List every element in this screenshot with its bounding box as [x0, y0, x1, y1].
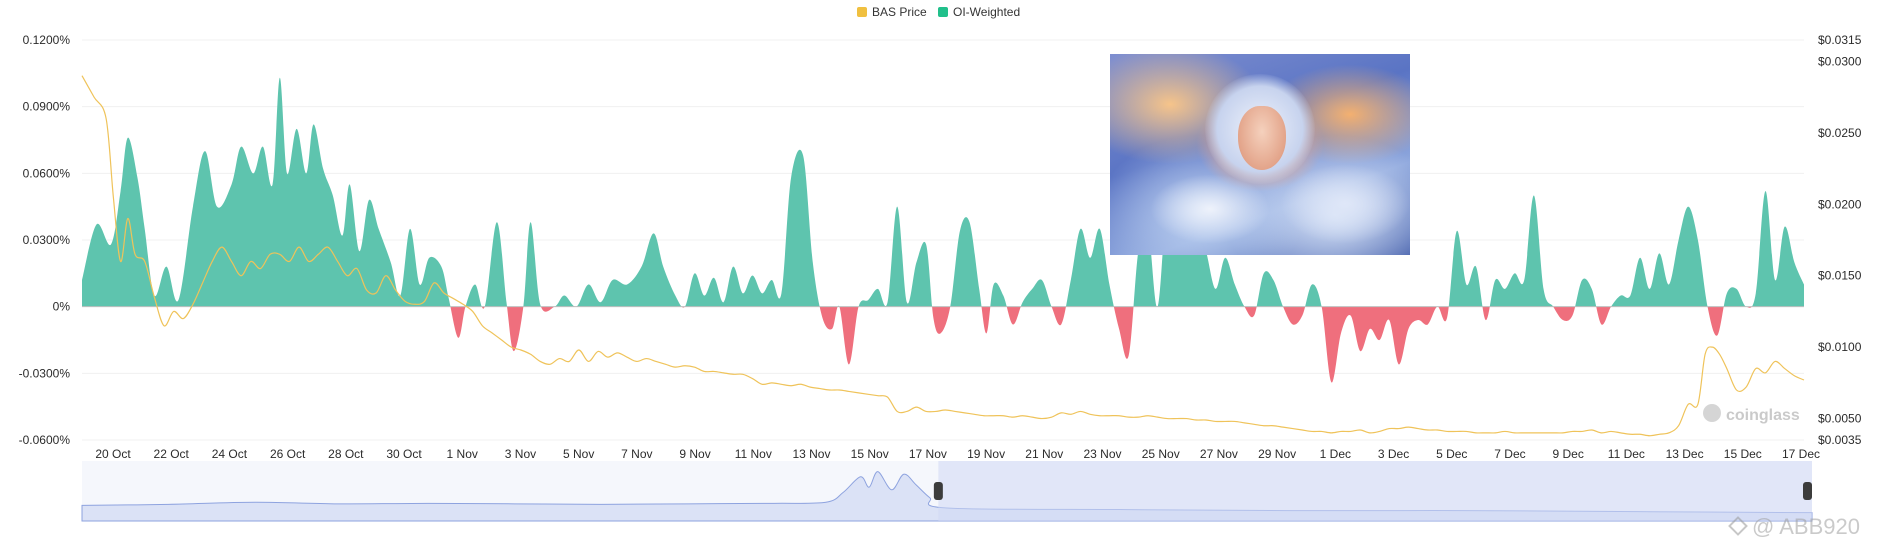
right-tick-label: $0.0315 [1818, 33, 1862, 47]
navigator-left-handle[interactable] [933, 482, 943, 500]
x-tick-label: 17 Nov [909, 447, 947, 461]
x-tick-label: 5 Nov [563, 447, 594, 461]
x-tick-label: 15 Dec [1724, 447, 1762, 461]
cloud-woman-image-icon [1110, 54, 1410, 255]
left-tick-label: 0.0900% [23, 100, 71, 114]
left-tick-label: 0.0600% [23, 166, 71, 180]
x-tick-label: 28 Oct [328, 447, 364, 461]
x-tick-label: 5 Dec [1436, 447, 1467, 461]
x-tick-label: 17 Dec [1782, 447, 1820, 461]
navigator[interactable] [81, 461, 1813, 522]
funding-area-negative [82, 306, 1804, 383]
x-tick-label: 11 Nov [735, 447, 772, 461]
x-tick-label: 3 Nov [505, 447, 536, 461]
x-tick-label: 25 Nov [1142, 447, 1180, 461]
x-tick-label: 22 Oct [154, 447, 190, 461]
legend-swatch-oi[interactable] [938, 7, 948, 17]
x-tick-label: 23 Nov [1084, 447, 1122, 461]
x-tick-label: 3 Dec [1378, 447, 1409, 461]
x-tick-label: 20 Oct [95, 447, 131, 461]
legend-label-oi[interactable]: OI-Weighted [953, 5, 1020, 19]
x-tick-label: 24 Oct [212, 447, 248, 461]
right-tick-label: $0.0200 [1818, 197, 1862, 211]
x-tick-label: 7 Dec [1494, 447, 1525, 461]
x-tick-label: 19 Nov [967, 447, 1005, 461]
right-tick-label: $0.0300 [1818, 54, 1862, 68]
navigator-right-handle[interactable] [1803, 482, 1812, 500]
right-tick-label: $0.0035 [1818, 433, 1862, 447]
author-watermark: @ ABB920 [1728, 514, 1860, 539]
navigator-selection[interactable] [938, 461, 1812, 521]
price-line [81, 75, 1805, 437]
x-tick-label: 9 Dec [1552, 447, 1583, 461]
legend-swatch-price[interactable] [857, 7, 867, 17]
left-tick-label: 0.1200% [23, 33, 71, 47]
right-tick-label: $0.0050 [1818, 412, 1862, 426]
coinglass-brand: coinglass [1726, 407, 1800, 424]
left-tick-label: -0.0600% [19, 433, 71, 447]
x-tick-label: 11 Dec [1608, 447, 1645, 461]
x-tick-label: 13 Nov [792, 447, 830, 461]
x-tick-label: 30 Oct [386, 447, 422, 461]
coinglass-watermark: coinglass [1703, 404, 1800, 424]
right-axis-ticks: $0.0315 $0.0300 $0.0250 $0.0200 $0.0150 $0.01… [1818, 33, 1862, 447]
x-tick-label: 1 Dec [1320, 447, 1351, 461]
x-tick-label: 27 Nov [1200, 447, 1238, 461]
legend-label-price[interactable]: BAS Price [872, 5, 927, 19]
author-handle: @ ABB920 [1752, 514, 1860, 539]
left-tick-label: -0.0300% [19, 366, 71, 380]
right-tick-label: $0.0100 [1818, 340, 1862, 354]
legend[interactable]: BAS Price OI-Weighted [857, 5, 1020, 19]
x-tick-label: 15 Nov [851, 447, 889, 461]
coinglass-logo-icon [1703, 404, 1721, 422]
left-tick-label: 0.0300% [23, 233, 71, 247]
left-axis-ticks: 0.1200% 0.0900% 0.0600% 0.0300% 0% -0.0300% -0… [19, 33, 71, 447]
left-tick-label: 0% [53, 300, 71, 314]
x-tick-label: 21 Nov [1025, 447, 1063, 461]
x-tick-label: 26 Oct [270, 447, 306, 461]
right-tick-label: $0.0150 [1818, 269, 1862, 283]
funding-area-positive [82, 77, 1804, 307]
right-tick-label: $0.0250 [1818, 126, 1862, 140]
x-tick-label: 9 Nov [679, 447, 710, 461]
x-tick-label: 7 Nov [621, 447, 652, 461]
x-tick-label: 13 Dec [1666, 447, 1704, 461]
x-tick-label: 1 Nov [447, 447, 478, 461]
binance-logo-icon [1728, 516, 1748, 536]
x-axis-ticks: 20 Oct 22 Oct 24 Oct 26 Oct 28 Oct 30 Oct 1 No… [95, 447, 1820, 461]
x-tick-label: 29 Nov [1258, 447, 1296, 461]
